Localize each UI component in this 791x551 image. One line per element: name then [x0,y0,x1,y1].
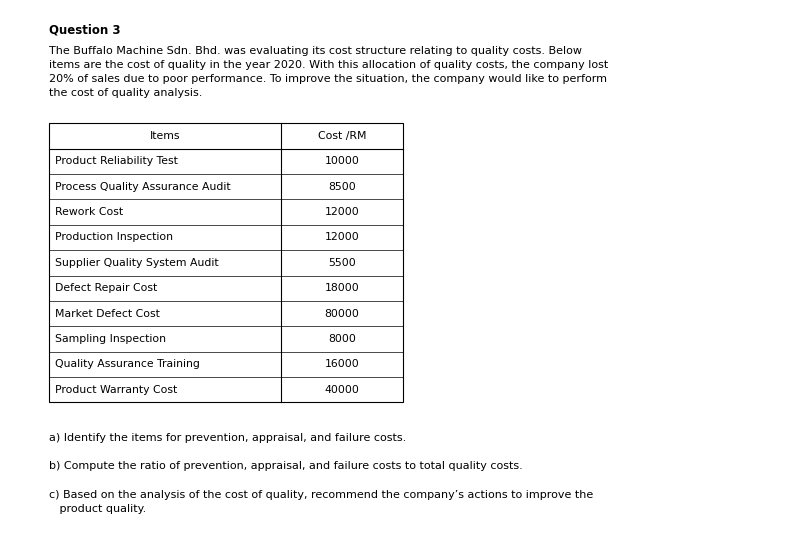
Text: b) Compute the ratio of prevention, appraisal, and failure costs to total qualit: b) Compute the ratio of prevention, appr… [49,461,523,471]
Text: Cost /RM: Cost /RM [318,131,366,141]
Text: Production Inspection: Production Inspection [55,233,173,242]
Text: 5500: 5500 [328,258,356,268]
Text: 80000: 80000 [324,309,360,318]
Text: 18000: 18000 [325,283,359,293]
Text: 10000: 10000 [324,156,360,166]
Text: Sampling Inspection: Sampling Inspection [55,334,166,344]
Text: Rework Cost: Rework Cost [55,207,123,217]
Text: Product Reliability Test: Product Reliability Test [55,156,178,166]
Text: 8500: 8500 [328,182,356,192]
Text: Process Quality Assurance Audit: Process Quality Assurance Audit [55,182,231,192]
Text: c) Based on the analysis of the cost of quality, recommend the company’s actions: c) Based on the analysis of the cost of … [49,490,593,514]
Text: Items: Items [149,131,180,141]
Text: a) Identify the items for prevention, appraisal, and failure costs.: a) Identify the items for prevention, ap… [49,433,407,442]
Text: 12000: 12000 [325,233,359,242]
Text: Supplier Quality System Audit: Supplier Quality System Audit [55,258,219,268]
Text: 12000: 12000 [325,207,359,217]
Text: 40000: 40000 [324,385,360,395]
Text: Question 3: Question 3 [49,23,120,36]
Text: 16000: 16000 [325,359,359,369]
Text: 8000: 8000 [328,334,356,344]
Text: Market Defect Cost: Market Defect Cost [55,309,161,318]
Text: The Buffalo Machine Sdn. Bhd. was evaluating its cost structure relating to qual: The Buffalo Machine Sdn. Bhd. was evalua… [49,46,608,98]
Text: Quality Assurance Training: Quality Assurance Training [55,359,200,369]
Text: Defect Repair Cost: Defect Repair Cost [55,283,157,293]
Text: Product Warranty Cost: Product Warranty Cost [55,385,178,395]
